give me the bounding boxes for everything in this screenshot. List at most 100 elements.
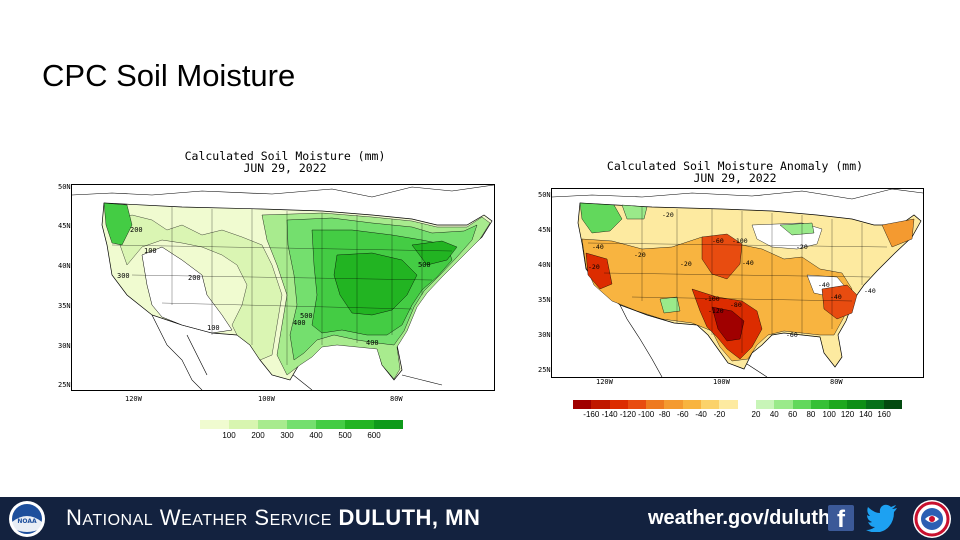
- contour-label: -40: [592, 243, 604, 251]
- legend-label: 300: [280, 431, 294, 440]
- legend-swatch: [591, 400, 610, 409]
- contour-label: -40: [830, 293, 842, 301]
- contour-label: -40: [864, 287, 876, 295]
- lon-label: 100W: [713, 378, 730, 386]
- legend-label: -80: [658, 410, 671, 419]
- lat-label: 25N: [58, 381, 71, 389]
- legend-swatch: [609, 400, 628, 409]
- legend-label: 160: [877, 410, 891, 419]
- lon-label: 100W: [258, 395, 275, 403]
- legend-label: 80: [806, 410, 816, 419]
- contour-label: 500: [418, 261, 431, 269]
- legend-label: -100: [638, 410, 655, 419]
- legend-label: -20: [713, 410, 726, 419]
- anomaly-map-title: Calculated Soil Moisture Anomaly (mm) JU…: [600, 160, 870, 184]
- lon-label: 120W: [596, 378, 613, 386]
- anomaly-map-graphic: -20 -40 -20 -60 -100 -40 -20 -100 -80 -1…: [552, 189, 923, 377]
- legend-label: 100: [222, 431, 236, 440]
- lon-label: 80W: [830, 378, 843, 386]
- contour-label: -100: [732, 237, 748, 245]
- soil-moisture-map: 200 100 300 200 100 500 400 500 400: [71, 184, 495, 391]
- anomaly-legend: [573, 400, 903, 409]
- contour-label: 300: [117, 272, 130, 280]
- contour-label: 400: [293, 319, 306, 327]
- nws-logo[interactable]: [912, 499, 952, 539]
- legend-swatch: [865, 400, 885, 409]
- legend-swatch: [646, 400, 665, 409]
- map-title-line1: Calculated Soil Moisture (mm): [184, 149, 386, 163]
- lat-label: 35N: [538, 296, 551, 304]
- footer-url-link[interactable]: weather.gov/duluth: [648, 507, 831, 529]
- soil-moisture-legend-labels: 100 200 300 400 500 600: [200, 431, 402, 441]
- legend-label: 40: [769, 410, 779, 419]
- legend-swatch: [719, 400, 738, 409]
- org-letter: S: [254, 505, 270, 530]
- contour-label: -20: [634, 251, 646, 259]
- footer-bar: NOAA NATIONAL WEATHER SERVICE DULUTH, MN…: [0, 497, 960, 540]
- noaa-logo[interactable]: NOAA: [8, 500, 46, 538]
- facebook-icon[interactable]: f: [828, 505, 854, 533]
- legend-swatch: [664, 400, 683, 409]
- contour-label: -20: [796, 243, 808, 251]
- lat-label: 30N: [58, 342, 71, 350]
- legend-swatch: [737, 400, 756, 409]
- lon-label: 80W: [390, 395, 403, 403]
- legend-label: 140: [859, 410, 873, 419]
- org-letter: W: [159, 505, 182, 530]
- legend-label: 120: [840, 410, 855, 419]
- soil-moisture-map-title: Calculated Soil Moisture (mm) JUN 29, 20…: [150, 150, 420, 174]
- legend-label: -60: [677, 410, 689, 419]
- legend-swatch: [682, 400, 702, 409]
- org-word: EATHER: [181, 512, 248, 529]
- map-title-line1: Calculated Soil Moisture Anomaly (mm): [606, 159, 864, 173]
- lat-label: 25N: [538, 366, 551, 374]
- slide-title: CPC Soil Moisture: [42, 58, 296, 93]
- contour-label: -80: [730, 301, 742, 309]
- legend-label: -160: [583, 410, 600, 419]
- org-word: ATIONAL: [82, 512, 154, 529]
- lat-label: 30N: [538, 331, 551, 339]
- contour-label: 400: [366, 339, 379, 347]
- legend-swatch: [774, 400, 793, 409]
- contour-label: 100: [207, 324, 220, 332]
- noaa-logo-text: NOAA: [17, 518, 37, 525]
- contour-label: 500: [300, 312, 313, 320]
- legend-swatch: [200, 420, 229, 429]
- legend-label: 500: [338, 431, 352, 440]
- legend-swatch: [627, 400, 647, 409]
- legend-swatch: [345, 420, 374, 429]
- org-word: ERVICE: [269, 512, 332, 529]
- lat-label: 50N: [58, 183, 71, 191]
- legend-swatch: [884, 400, 903, 409]
- legend-label: 400: [309, 431, 323, 440]
- anomaly-map: -20 -40 -20 -60 -100 -40 -20 -100 -80 -1…: [551, 188, 924, 378]
- legend-swatch: [573, 400, 592, 409]
- legend-swatch: [258, 420, 287, 429]
- footer-org-name: NATIONAL WEATHER SERVICE DULUTH, MN: [66, 505, 480, 531]
- contour-label: 200: [130, 226, 143, 234]
- map-date: JUN 29, 2022: [693, 171, 777, 185]
- legend-swatch: [316, 420, 345, 429]
- legend-swatch: [229, 420, 258, 429]
- contour-label: -120: [708, 307, 724, 315]
- legend-swatch: [829, 400, 848, 409]
- contour-label: -60: [712, 237, 724, 245]
- legend-swatch: [755, 400, 775, 409]
- legend-label: -120: [619, 410, 636, 419]
- legend-label: 200: [251, 431, 265, 440]
- org-letter: N: [66, 505, 83, 530]
- contour-label: -20: [680, 260, 692, 268]
- office-name: DULUTH, MN: [338, 505, 481, 530]
- contour-label: -20: [662, 211, 674, 219]
- twitter-icon[interactable]: [866, 504, 898, 532]
- contour-label: -20: [588, 263, 600, 271]
- contour-label: -40: [818, 281, 830, 289]
- legend-swatch: [374, 420, 403, 429]
- legend-label: -40: [695, 410, 707, 419]
- contour-label: -40: [742, 259, 754, 267]
- legend-swatch: [810, 400, 830, 409]
- lat-label: 45N: [58, 222, 71, 230]
- contour-label: 200: [188, 274, 201, 282]
- legend-swatch: [287, 420, 316, 429]
- legend-swatch: [792, 400, 811, 409]
